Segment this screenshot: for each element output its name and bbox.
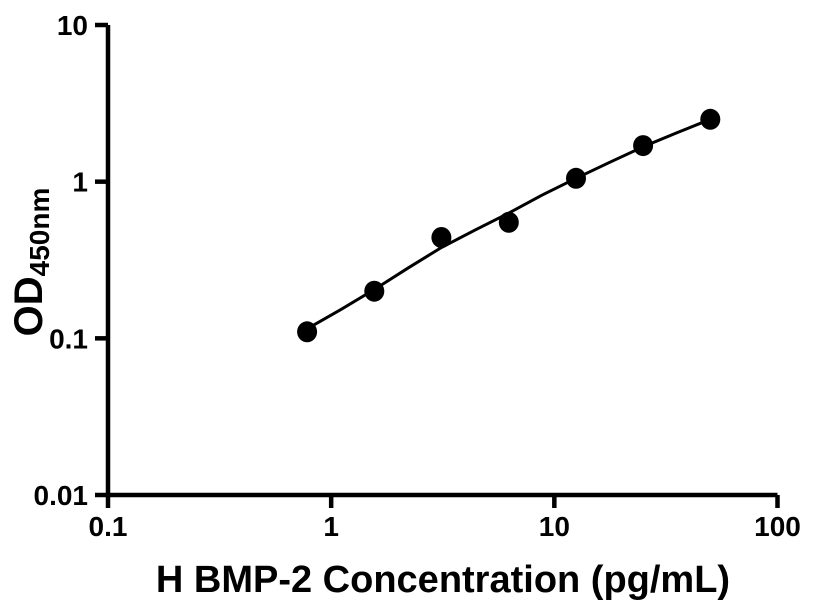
data-point: [566, 167, 586, 189]
data-point: [700, 108, 721, 130]
x-axis-title: H BMP-2 Concentration (pg/mL): [156, 559, 730, 601]
axis-spines: [105, 25, 778, 498]
y-tick-label: 0.01: [34, 480, 89, 511]
data-point: [633, 135, 654, 157]
data-point: [498, 211, 519, 233]
y-axis-title: OD450nm: [7, 188, 55, 337]
data-point: [364, 280, 385, 302]
x-tick-label: 0.1: [89, 511, 128, 542]
data-point: [297, 321, 318, 343]
plot-series: [297, 108, 721, 343]
y-tick-label: 10: [57, 10, 88, 41]
y-tick-label: 1: [72, 167, 88, 198]
x-tick-label: 10: [539, 511, 570, 542]
y-axis-title-main: OD: [7, 276, 51, 336]
x-tick-label: 1: [323, 511, 339, 542]
x-tick-label: 100: [754, 511, 801, 542]
y-axis-title-subscript: 450nm: [24, 188, 55, 277]
y-tick-label: 0.1: [49, 323, 88, 354]
data-point: [431, 227, 452, 248]
